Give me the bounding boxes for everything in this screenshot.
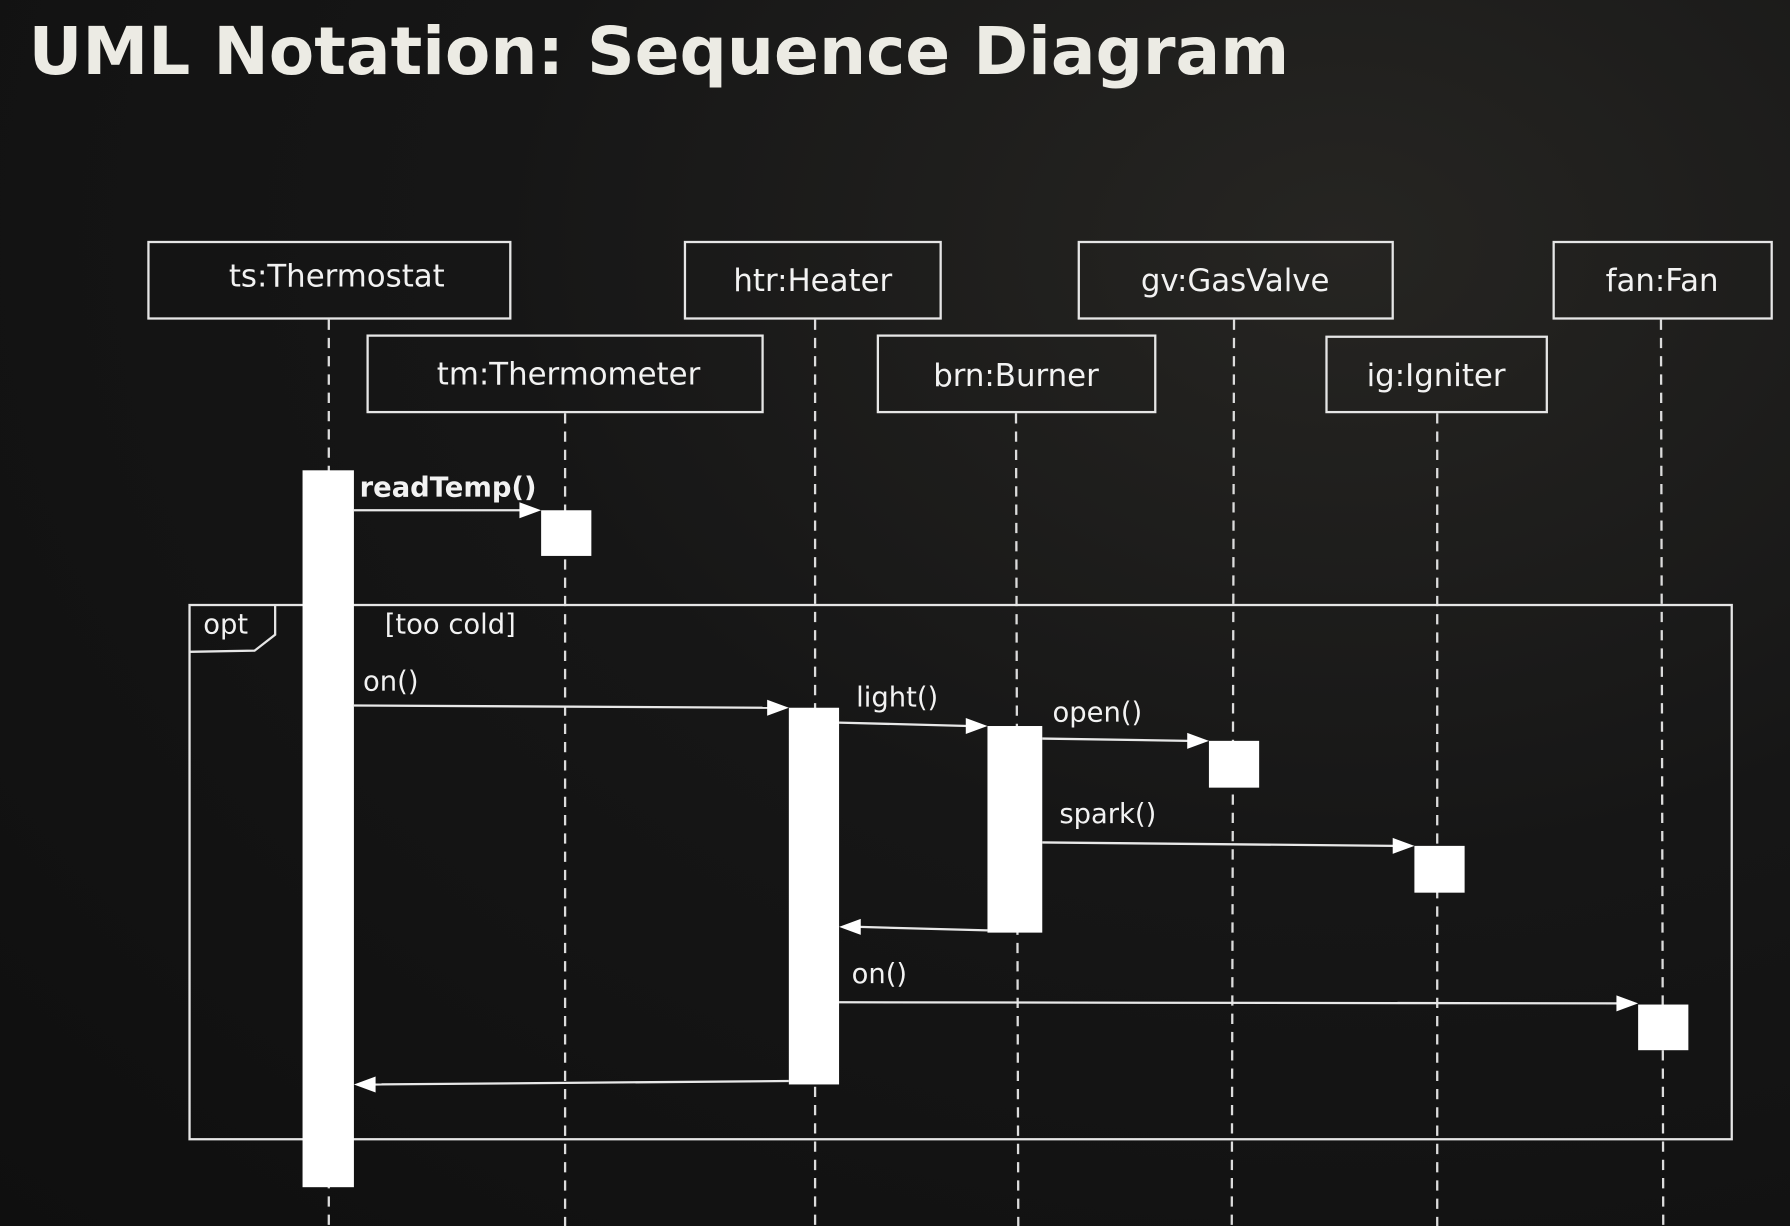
- message-label: readTemp(): [360, 473, 537, 504]
- activation-heater: [788, 707, 840, 1085]
- lifeline-fan: [1659, 319, 1665, 1226]
- arrowhead-icon: [839, 918, 861, 935]
- opt-fragment: opt [too cold]: [188, 603, 1733, 1141]
- message-readtemp: readTemp(): [353, 473, 542, 519]
- arrowhead-icon: [1392, 837, 1415, 854]
- message-label: on(): [852, 959, 907, 990]
- lifeline-thermostat-head: ts:Thermostat: [147, 240, 512, 320]
- lifeline-burner-head: brn:Burner: [876, 334, 1157, 414]
- message-fan-on: on(): [839, 959, 1639, 1012]
- activation-gasvalve: [1208, 740, 1260, 788]
- arrowhead-icon: [767, 699, 789, 716]
- activation-thermostat: [302, 470, 354, 1188]
- lifeline-gasvalve: [1230, 319, 1236, 1226]
- message-label: open(): [1053, 697, 1143, 728]
- message-label: light(): [856, 683, 938, 714]
- lifeline-label: gv:GasValve: [1141, 263, 1330, 299]
- arrowhead-icon: [353, 1076, 376, 1093]
- lifeline-label: ts:Thermostat: [229, 259, 445, 295]
- message-label: spark(): [1059, 799, 1156, 830]
- message-light: light(): [839, 683, 988, 735]
- activation-thermometer: [541, 510, 592, 556]
- activation-igniter: [1414, 845, 1465, 893]
- activation-fan: [1638, 1004, 1689, 1051]
- lifeline-label: brn:Burner: [933, 358, 1099, 394]
- lifeline-fan-head: fan:Fan: [1552, 240, 1773, 320]
- arrowhead-icon: [519, 502, 542, 519]
- activation-burner: [987, 726, 1043, 933]
- return-burner-to-heater: [839, 918, 988, 935]
- arrowhead-icon: [1616, 995, 1639, 1012]
- message-spark: spark(): [1042, 799, 1415, 854]
- lifeline-gasvalve-head: gv:GasValve: [1077, 240, 1394, 320]
- fragment-operator-tab: [189, 605, 277, 653]
- page-title: UML Notation: Sequence Diagram: [29, 13, 1290, 90]
- fragment-guard: [too cold]: [385, 610, 516, 641]
- message-heater-on: on(): [353, 667, 789, 716]
- lifeline-heater-head: htr:Heater: [683, 240, 942, 320]
- message-open: open(): [1042, 697, 1209, 749]
- lifeline-igniter-head: ig:Igniter: [1325, 335, 1548, 414]
- lifeline-label: tm:Thermometer: [437, 357, 701, 393]
- lifeline-label: fan:Fan: [1606, 263, 1719, 299]
- lifeline-label: htr:Heater: [733, 263, 892, 299]
- message-label: on(): [363, 667, 418, 698]
- lifeline-thermometer-head: tm:Thermometer: [366, 334, 764, 414]
- arrowhead-icon: [965, 718, 988, 735]
- fragment-operator: opt: [203, 610, 248, 641]
- lifeline-label: ig:Igniter: [1367, 358, 1506, 394]
- arrowhead-icon: [1187, 732, 1209, 749]
- return-heater-to-thermostat: [353, 1076, 789, 1093]
